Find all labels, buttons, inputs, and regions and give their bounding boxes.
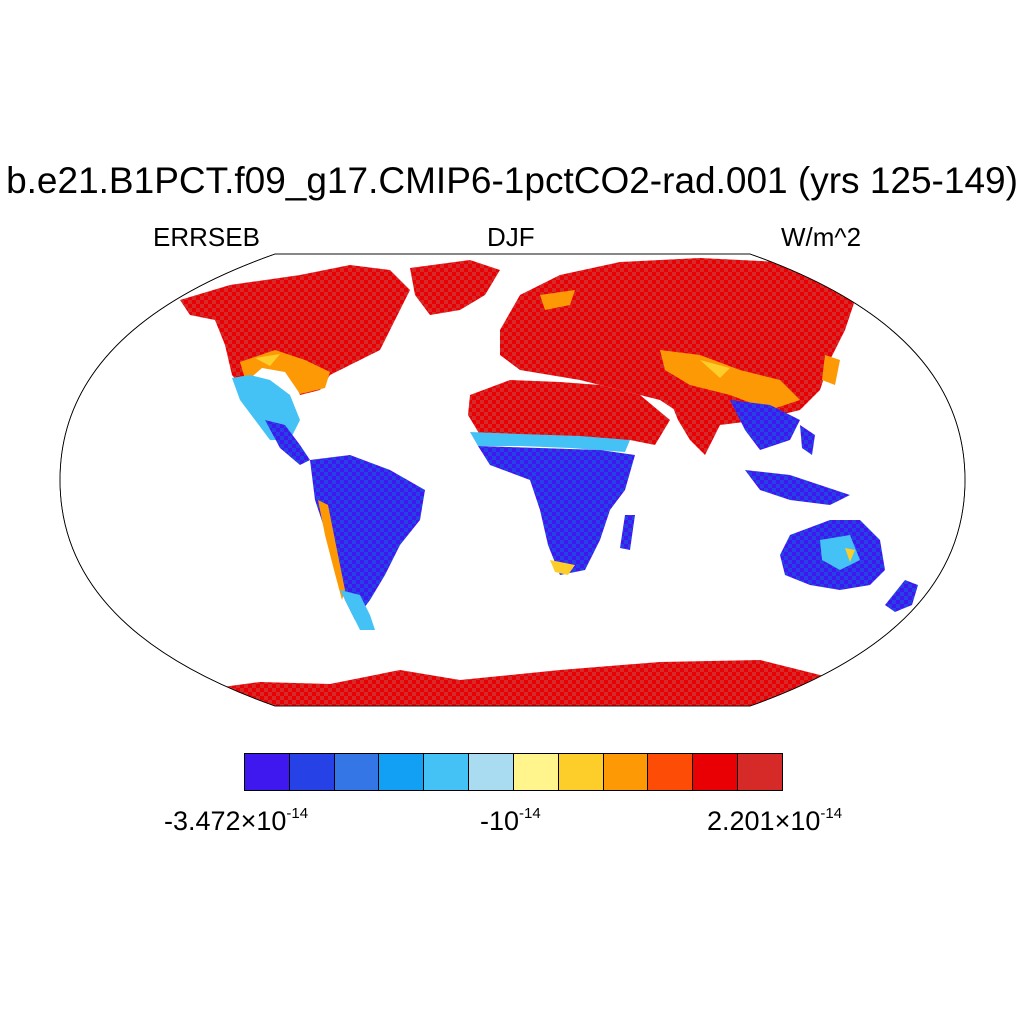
colorbar bbox=[244, 753, 783, 791]
transition-asia-south bbox=[660, 350, 800, 410]
colorbar-box-7 bbox=[512, 753, 559, 791]
colorbar-min-label: -3.472×10-14 bbox=[164, 805, 309, 836]
colorbar-box-12 bbox=[737, 753, 783, 791]
colorbar-mid-label: -10-14 bbox=[480, 805, 541, 836]
land-central-america-blue bbox=[265, 420, 310, 465]
colorbar-box-9 bbox=[602, 753, 649, 791]
variable-label: ERRSEB bbox=[153, 222, 260, 252]
colorbar-box-6 bbox=[468, 753, 514, 791]
transition-asia-yellow bbox=[700, 360, 730, 378]
land-fields bbox=[180, 258, 918, 706]
globe-border bbox=[59, 253, 966, 707]
land-antarctica bbox=[200, 660, 900, 706]
land-greenland bbox=[410, 260, 500, 315]
land-japan bbox=[822, 355, 840, 385]
transition-europe bbox=[540, 290, 575, 310]
colorbar-box-3 bbox=[333, 753, 380, 791]
transition-north-america-2 bbox=[255, 354, 280, 366]
units-label: W/m^2 bbox=[781, 222, 862, 252]
season-label: DJF bbox=[487, 222, 535, 252]
colorbar-box-4 bbox=[378, 753, 425, 791]
colorbar-box-2 bbox=[288, 753, 335, 791]
map-title: b.e21.B1PCT.f09_g17.CMIP6-1pctCO2-rad.00… bbox=[6, 160, 1018, 201]
transition-andes bbox=[318, 500, 345, 600]
land-new-zealand bbox=[885, 580, 918, 612]
colorbar-box-1 bbox=[244, 753, 290, 791]
colorbar-box-8 bbox=[557, 753, 604, 791]
land-indonesia bbox=[745, 470, 850, 505]
colorbar-box-11 bbox=[692, 753, 739, 791]
transition-australia-2 bbox=[845, 548, 855, 562]
transition-africa-south bbox=[550, 560, 575, 575]
land-south-america-south bbox=[340, 590, 375, 630]
land-madagascar bbox=[620, 515, 635, 550]
land-north-america bbox=[180, 265, 410, 395]
transition-sahel bbox=[470, 432, 630, 452]
land-philippines bbox=[800, 425, 815, 455]
land-india bbox=[670, 400, 720, 455]
colorbar-box-5 bbox=[423, 753, 470, 791]
land-se-asia bbox=[730, 400, 800, 450]
colorbar-max-label: 2.201×10-14 bbox=[707, 805, 843, 836]
land-arabia bbox=[600, 395, 670, 445]
colorbar-box-10 bbox=[647, 753, 694, 791]
land-mexico bbox=[232, 375, 300, 440]
land-africa-south bbox=[478, 446, 635, 575]
